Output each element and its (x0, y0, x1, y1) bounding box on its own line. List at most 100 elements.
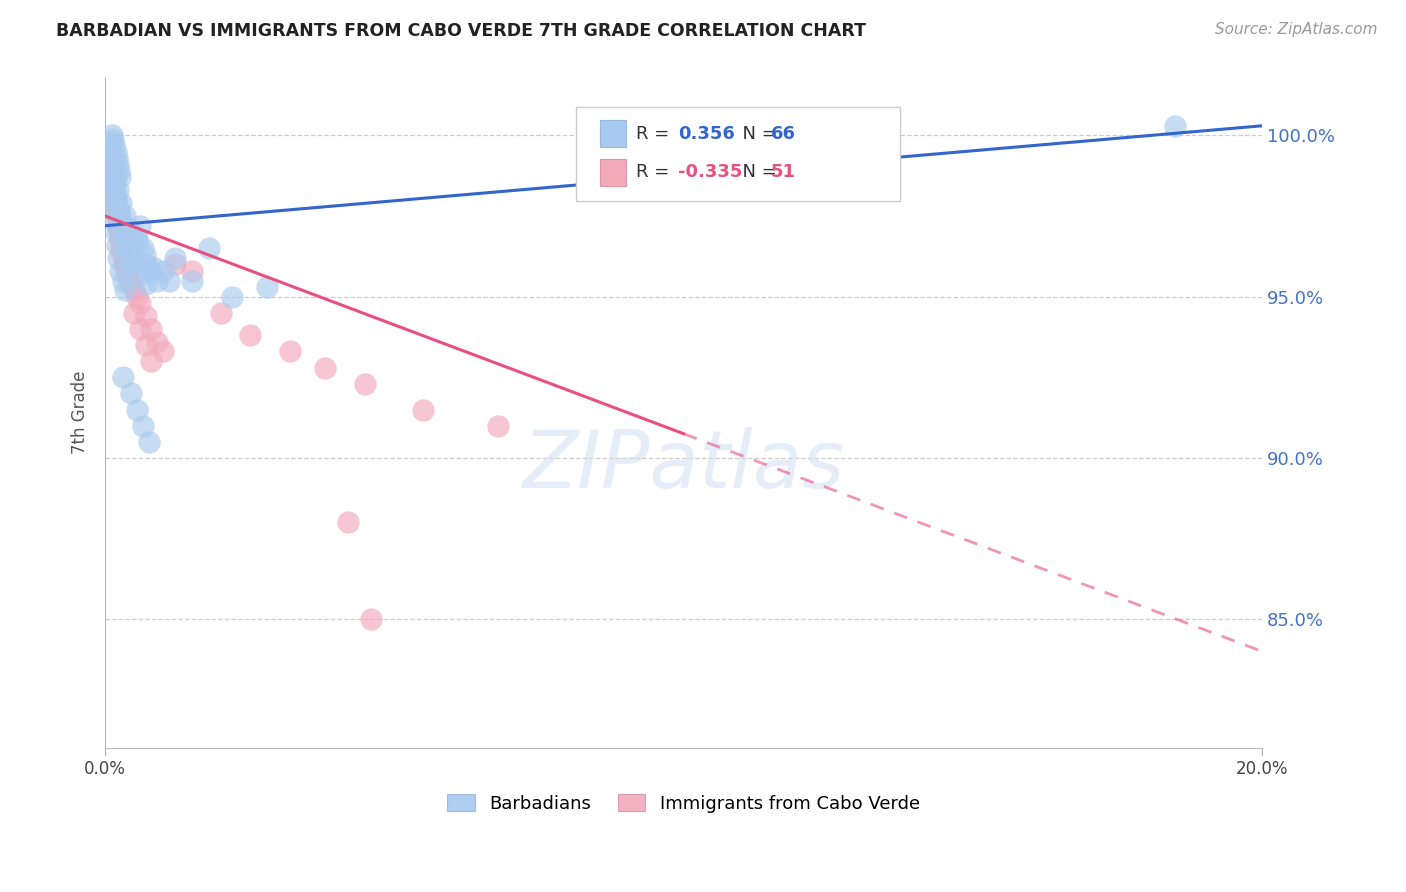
Point (198, 241, 221, 255)
Point (122, 306, 145, 320)
Point (143, 260, 166, 275)
Point (412, 402, 434, 417)
Point (122, 283, 145, 297)
Point (278, 344, 301, 359)
Point (122, 257, 145, 271)
Point (104, 225, 127, 239)
Point (135, 257, 157, 271)
Point (141, 354, 163, 368)
Point (138, 434, 160, 449)
Point (337, 516, 360, 530)
Point (103, 190, 125, 204)
Point (1164, 119, 1187, 133)
Point (163, 251, 186, 265)
Point (122, 257, 145, 271)
Point (104, 183, 127, 197)
Point (107, 215, 129, 229)
Point (120, 251, 142, 265)
Point (125, 402, 148, 417)
Point (105, 151, 128, 165)
Point (103, 190, 125, 204)
Point (108, 209, 131, 223)
Point (125, 232, 148, 246)
Point (181, 274, 204, 288)
Point (117, 267, 139, 281)
Point (110, 170, 132, 185)
Text: 51: 51 (770, 163, 796, 181)
Point (110, 196, 132, 211)
Point (360, 612, 382, 626)
Point (101, 128, 124, 143)
Point (157, 274, 180, 288)
Point (221, 290, 243, 304)
Point (105, 206, 128, 220)
Point (209, 306, 232, 320)
Point (107, 157, 129, 171)
Point (488, 418, 510, 433)
Point (135, 277, 157, 291)
Point (111, 225, 134, 239)
Point (115, 264, 138, 278)
Point (129, 267, 152, 281)
Point (125, 235, 148, 249)
Point (100, 135, 122, 149)
Point (146, 274, 169, 288)
Point (103, 161, 125, 175)
Point (152, 264, 174, 278)
Point (100, 154, 122, 169)
Text: N =: N = (731, 163, 783, 181)
Y-axis label: 7th Grade: 7th Grade (72, 371, 89, 454)
Point (118, 222, 141, 236)
Point (101, 186, 124, 201)
Point (114, 232, 136, 246)
Point (135, 309, 157, 323)
Text: R =: R = (636, 125, 675, 143)
Point (101, 167, 124, 181)
Point (114, 209, 136, 223)
Point (134, 248, 156, 262)
Point (100, 161, 122, 175)
Point (105, 209, 128, 223)
Point (135, 338, 157, 352)
Point (111, 241, 134, 255)
Point (107, 202, 129, 217)
Point (114, 254, 136, 268)
Text: BARBADIAN VS IMMIGRANTS FROM CABO VERDE 7TH GRADE CORRELATION CHART: BARBADIAN VS IMMIGRANTS FROM CABO VERDE … (56, 22, 866, 40)
Point (108, 164, 131, 178)
Point (103, 131, 125, 145)
Point (239, 328, 262, 343)
Point (129, 322, 152, 336)
Point (104, 202, 127, 217)
Point (354, 376, 377, 391)
Point (104, 170, 127, 185)
Point (146, 334, 169, 349)
Point (105, 190, 128, 204)
Point (103, 199, 125, 213)
Point (104, 145, 127, 159)
Point (98, 141, 121, 155)
Point (100, 173, 122, 187)
Point (125, 290, 148, 304)
Point (141, 264, 163, 278)
Point (107, 251, 129, 265)
Text: ZIPatlas: ZIPatlas (523, 427, 845, 506)
Point (108, 232, 131, 246)
Point (110, 238, 132, 252)
Point (163, 257, 186, 271)
Point (103, 177, 125, 191)
Point (110, 228, 132, 243)
Point (103, 138, 125, 153)
Point (111, 370, 134, 384)
Point (107, 183, 129, 197)
Text: R =: R = (636, 163, 675, 181)
Point (256, 280, 278, 294)
Legend: Barbadians, Immigrants from Cabo Verde: Barbadians, Immigrants from Cabo Verde (447, 794, 920, 813)
Point (101, 177, 124, 191)
Point (103, 212, 125, 227)
Point (108, 228, 131, 243)
Point (129, 296, 152, 310)
Point (98, 151, 121, 165)
Point (111, 274, 134, 288)
Point (100, 167, 122, 181)
Point (117, 248, 139, 262)
